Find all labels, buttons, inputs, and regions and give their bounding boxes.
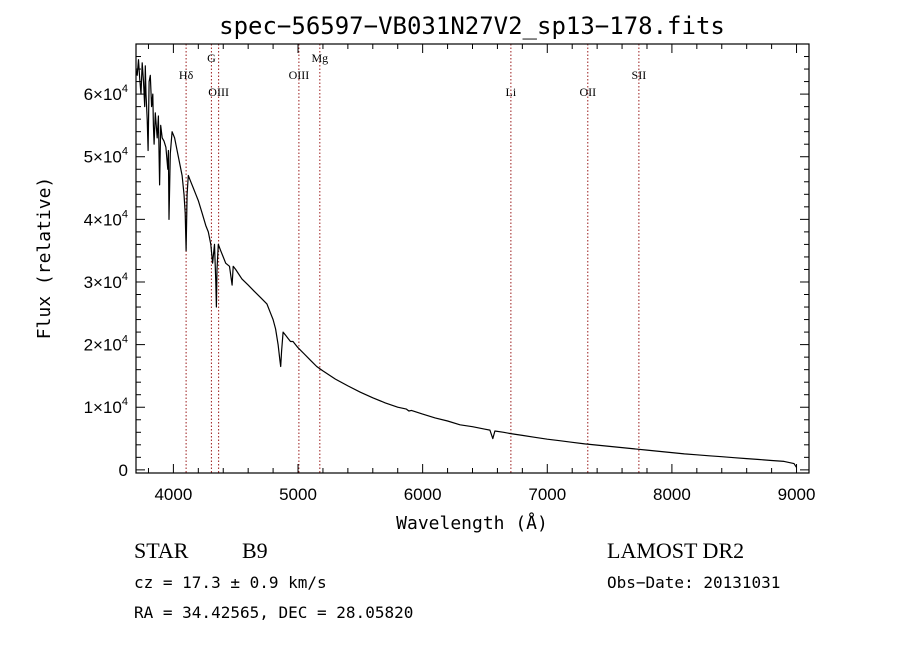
- survey-name: LAMOST DR2: [607, 538, 745, 563]
- y-tick-label: 1×104: [84, 396, 128, 417]
- y-tick-label: 0: [119, 461, 128, 480]
- y-tick-mantissa: 4×10: [84, 210, 122, 229]
- x-tick-label: 4000: [154, 485, 192, 504]
- y-tick-exponent: 4: [122, 208, 128, 220]
- y-tick-label: 3×104: [84, 271, 128, 292]
- x-tick-label: 9000: [778, 485, 816, 504]
- y-tick-exponent: 4: [122, 146, 128, 158]
- line-marker-label: SII: [632, 68, 647, 82]
- y-tick-zero: 0: [119, 461, 128, 480]
- observation-date: Obs−Date: 20131031: [607, 573, 781, 592]
- x-tick-label: 6000: [404, 485, 442, 504]
- y-tick-exponent: 4: [122, 334, 128, 346]
- y-tick-mantissa: 5×10: [84, 148, 122, 167]
- line-marker-label: Mg: [311, 51, 328, 65]
- y-tick-exponent: 4: [122, 83, 128, 95]
- y-tick-label: 6×104: [84, 83, 128, 104]
- x-tick-label: 8000: [653, 485, 691, 504]
- y-tick-mantissa: 6×10: [84, 85, 122, 104]
- axis-ticks-layer: 4000 5000 6000 7000 8000 900001×1042×1043×104…: [84, 44, 816, 504]
- redshift-cz: cz = 17.3 ± 0.9 km/s: [134, 573, 327, 592]
- x-axis-label: Wavelength (Å): [396, 512, 548, 534]
- line-marker-label: OIII: [289, 68, 310, 82]
- line-marker-label: Hδ: [179, 68, 194, 82]
- object-subclass: B9: [242, 538, 268, 563]
- spectrum-line: [135, 59, 798, 468]
- chart-title: spec−56597−VB031N27V2_sp13−178.fits: [219, 12, 725, 40]
- line-marker-label: G: [207, 51, 216, 65]
- plot-frame: [135, 43, 810, 474]
- object-class: STAR: [134, 538, 189, 563]
- y-tick-label: 4×104: [84, 208, 128, 229]
- y-tick-exponent: 4: [122, 271, 128, 283]
- y-tick-mantissa: 2×10: [84, 336, 122, 355]
- y-axis-label: Flux (relative): [34, 177, 55, 340]
- coordinates: RA = 34.42565, DEC = 28.05820: [134, 603, 414, 622]
- x-tick-label: 7000: [528, 485, 566, 504]
- x-tick-label: 5000: [279, 485, 317, 504]
- line-marker-label: OIII: [208, 85, 229, 99]
- line-marker-label: OII: [579, 85, 596, 99]
- y-tick-exponent: 4: [122, 396, 128, 408]
- y-tick-label: 2×104: [84, 334, 128, 355]
- y-tick-label: 5×104: [84, 146, 128, 167]
- y-tick-mantissa: 1×10: [84, 398, 122, 417]
- y-tick-mantissa: 3×10: [84, 273, 122, 292]
- line-marker-label: Li: [506, 85, 517, 99]
